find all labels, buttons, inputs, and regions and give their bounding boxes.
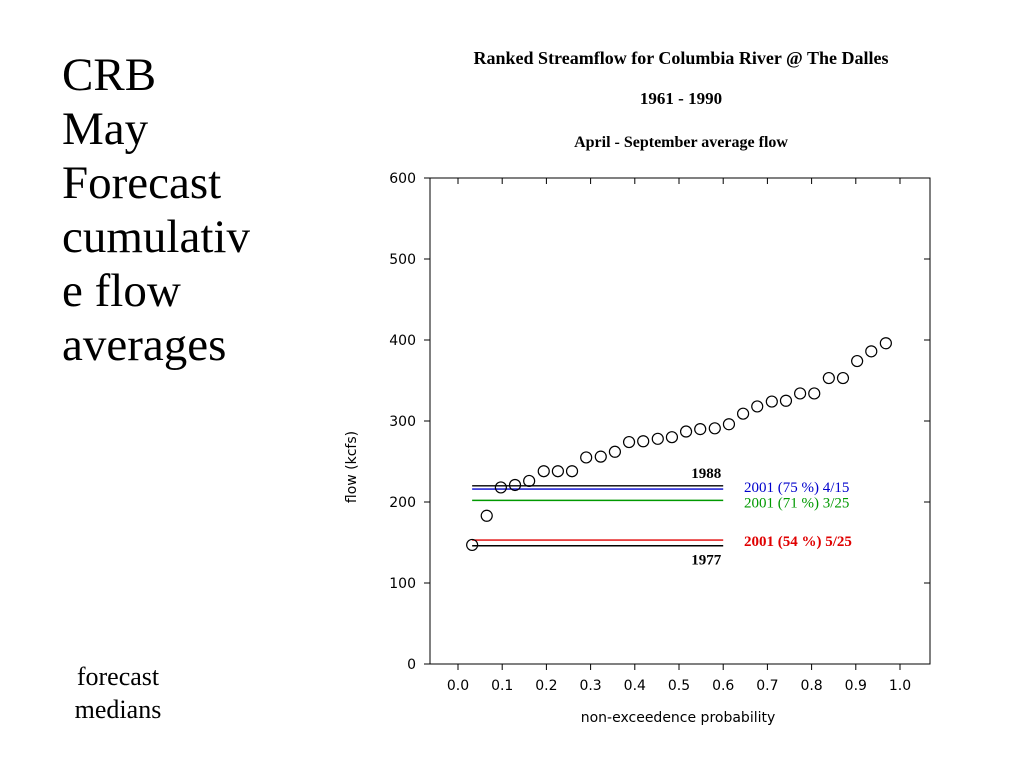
reference-line-label: 2001 (54 %) 5/25 xyxy=(744,534,852,550)
y-tick-label: 0 xyxy=(407,657,416,673)
title-line: e flow xyxy=(62,265,181,317)
y-axis-label: flow (kcfs) xyxy=(344,431,360,503)
data-point xyxy=(622,435,636,449)
data-point xyxy=(879,337,892,350)
title-line: Forecast xyxy=(62,157,222,209)
data-point xyxy=(779,394,793,407)
data-point xyxy=(722,418,736,431)
plot-area: 0.0 0.1 0.2 0.3 0.4 0.5 0.6 0.7 0.8 0.9 1.0 0 100 200… xyxy=(389,171,931,694)
y-tick-label: 300 xyxy=(389,414,416,430)
data-point xyxy=(508,478,522,492)
title-line: May xyxy=(62,103,149,155)
data-point xyxy=(494,481,507,494)
reference-line-label: 1988 xyxy=(691,466,721,482)
data-point xyxy=(751,400,764,413)
data-point xyxy=(765,395,778,408)
slide-title: CRB May Forecast cumulativ e flow averag… xyxy=(62,48,332,372)
y-tick-label: 200 xyxy=(389,495,416,511)
caption-line: medians xyxy=(74,695,162,724)
x-tick-label: 0.7 xyxy=(756,678,778,694)
y-tick-label: 600 xyxy=(389,171,416,187)
data-point xyxy=(865,345,878,358)
reference-line-label: 1977 xyxy=(691,553,722,569)
x-tick-label: 0.4 xyxy=(624,678,646,694)
data-point xyxy=(466,538,479,552)
data-point xyxy=(551,465,564,478)
data-point xyxy=(822,371,835,385)
data-point xyxy=(736,407,750,420)
x-tick-label: 0.1 xyxy=(491,678,513,694)
data-point xyxy=(608,445,622,458)
data-point xyxy=(580,451,593,464)
data-point xyxy=(708,422,721,435)
data-point xyxy=(694,423,707,436)
x-axis-label: non-exceedence probability xyxy=(581,710,776,726)
x-tick-label: 0.6 xyxy=(712,678,734,694)
data-point xyxy=(637,435,650,448)
reference-line-label: 2001 (75 %) 4/15 xyxy=(744,480,849,496)
data-point xyxy=(836,371,850,385)
title-line: cumulativ xyxy=(62,211,250,263)
y-tick-label: 500 xyxy=(389,252,416,268)
plot-frame xyxy=(429,177,931,665)
x-tick-label: 0.2 xyxy=(535,678,557,694)
data-point xyxy=(537,465,550,478)
caption: forecast medians xyxy=(48,660,188,726)
chart-subtitle-2: April - September average flow xyxy=(574,134,788,151)
title-line: averages xyxy=(62,319,227,371)
x-tick-label: 0.9 xyxy=(845,678,867,694)
title-line: CRB xyxy=(62,49,157,101)
x-tick-label: 0.3 xyxy=(579,678,601,694)
chart-title: Ranked Streamflow for Columbia River @ T… xyxy=(474,48,889,68)
x-tick-label: 0.8 xyxy=(800,678,822,694)
x-tick-label: 0.0 xyxy=(447,678,469,694)
data-point xyxy=(851,354,864,368)
reference-line-label: 2001 (71 %) 3/25 xyxy=(744,495,849,511)
data-point xyxy=(480,509,493,522)
data-point xyxy=(651,432,664,445)
data-point xyxy=(565,465,579,478)
y-tick-label: 100 xyxy=(389,576,416,592)
x-tick-label: 0.5 xyxy=(668,678,690,694)
streamflow-chart: Ranked Streamflow for Columbia River @ T… xyxy=(344,48,931,726)
data-point xyxy=(523,474,536,488)
data-point xyxy=(794,387,807,400)
data-point xyxy=(808,387,821,400)
data-point xyxy=(594,450,607,463)
chart-subtitle: 1961 - 1990 xyxy=(640,89,722,108)
x-tick-label: 1.0 xyxy=(889,678,911,694)
data-point xyxy=(665,431,679,444)
data-point xyxy=(679,425,693,438)
y-tick-label: 400 xyxy=(389,333,416,349)
caption-line: forecast xyxy=(76,662,160,691)
